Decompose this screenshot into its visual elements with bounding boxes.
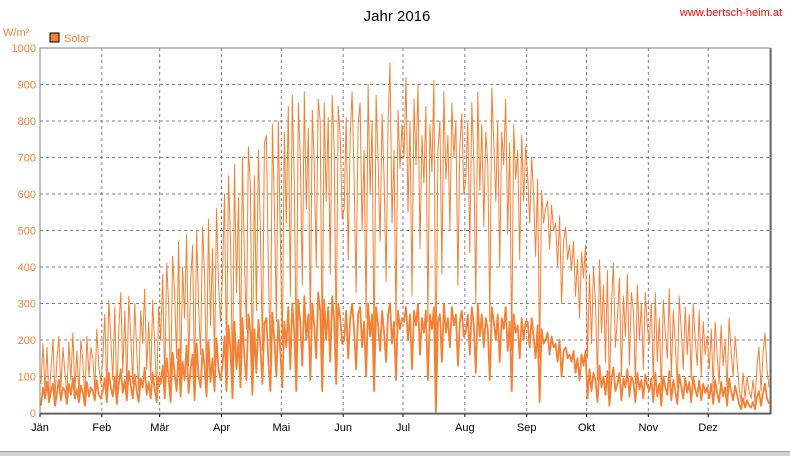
legend-swatch-solar — [49, 32, 60, 43]
legend-label-solar: Solar — [64, 33, 90, 45]
y-axis-ticks: 0 100 200 300 400 500 600 700 800 900 1000 — [12, 43, 36, 420]
x-tick-label-9: Okt — [578, 422, 595, 434]
x-tick-label-7: Aug — [455, 422, 475, 434]
status-bar — [0, 451, 790, 456]
x-axis-ticks: Jän Feb Mär Apr Mai Jun Jul Aug Sep Okt Nov Dez — [31, 413, 718, 434]
x-tick-label-1: Feb — [92, 422, 111, 434]
series-line-solar-daily-max — [40, 62, 770, 403]
series-line-solar-daily-mean — [40, 291, 770, 414]
x-tick-label-10: Nov — [639, 422, 659, 434]
y-tick-label-200: 200 — [18, 335, 36, 347]
source-link[interactable]: www.bertsch-heim.at — [679, 7, 782, 19]
x-tick-label-2: Mär — [150, 422, 169, 434]
y-tick-label-600: 600 — [18, 189, 36, 201]
y-tick-label-900: 900 — [18, 80, 36, 92]
y-tick-label-800: 800 — [18, 116, 36, 128]
y-tick-label-400: 400 — [18, 262, 36, 274]
y-axis-unit-label: W/m² — [3, 27, 30, 39]
x-tick-label-3: Apr — [213, 422, 230, 434]
x-tick-label-8: Sep — [517, 422, 537, 434]
y-tick-label-100: 100 — [18, 372, 36, 384]
series-layer — [40, 62, 770, 414]
y-tick-label-700: 700 — [18, 153, 36, 165]
x-tick-label-6: Jul — [396, 422, 410, 434]
x-tick-label-5: Jun — [334, 422, 352, 434]
y-tick-label-1000: 1000 — [12, 43, 36, 55]
y-tick-label-500: 500 — [18, 226, 36, 238]
x-tick-label-4: Mai — [272, 422, 290, 434]
x-tick-label-11: Dez — [698, 422, 718, 434]
plot-border — [39, 47, 771, 414]
y-tick-label-0: 0 — [30, 408, 36, 420]
chart-title: Jahr 2016 — [364, 8, 431, 25]
x-tick-label-0: Jän — [31, 422, 49, 434]
y-tick-label-300: 300 — [18, 299, 36, 311]
